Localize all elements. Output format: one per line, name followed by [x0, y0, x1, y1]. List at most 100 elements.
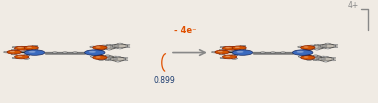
- Circle shape: [14, 49, 20, 51]
- Circle shape: [317, 57, 318, 58]
- Circle shape: [4, 51, 10, 53]
- Circle shape: [7, 50, 21, 54]
- Circle shape: [93, 50, 102, 52]
- Circle shape: [260, 52, 265, 53]
- Circle shape: [99, 49, 102, 50]
- Circle shape: [91, 46, 93, 47]
- Circle shape: [106, 55, 108, 56]
- Circle shape: [17, 56, 22, 57]
- Circle shape: [101, 45, 107, 47]
- Circle shape: [32, 45, 38, 47]
- Polygon shape: [320, 44, 336, 48]
- Circle shape: [308, 45, 314, 47]
- Circle shape: [123, 57, 128, 59]
- Circle shape: [110, 47, 115, 48]
- Circle shape: [116, 61, 120, 62]
- Circle shape: [32, 49, 38, 50]
- Circle shape: [293, 50, 313, 55]
- Circle shape: [93, 53, 102, 56]
- Circle shape: [118, 48, 122, 49]
- Circle shape: [316, 60, 321, 61]
- Circle shape: [113, 58, 118, 60]
- Circle shape: [331, 60, 336, 61]
- Circle shape: [108, 60, 113, 61]
- Circle shape: [307, 49, 310, 50]
- Circle shape: [28, 51, 36, 53]
- Circle shape: [236, 51, 243, 53]
- Circle shape: [102, 45, 104, 46]
- Circle shape: [313, 55, 318, 56]
- Circle shape: [73, 52, 78, 53]
- Circle shape: [322, 56, 324, 57]
- Circle shape: [322, 45, 327, 47]
- Circle shape: [225, 47, 230, 48]
- Circle shape: [125, 47, 130, 48]
- Polygon shape: [100, 56, 115, 60]
- Circle shape: [298, 56, 304, 57]
- Circle shape: [318, 47, 322, 48]
- Circle shape: [95, 50, 98, 51]
- Circle shape: [108, 44, 109, 45]
- Circle shape: [316, 44, 317, 45]
- Circle shape: [301, 46, 315, 49]
- Circle shape: [322, 48, 327, 49]
- Circle shape: [297, 51, 304, 53]
- Circle shape: [108, 49, 109, 50]
- Circle shape: [261, 52, 263, 53]
- Circle shape: [96, 46, 101, 48]
- Circle shape: [52, 52, 57, 53]
- Circle shape: [231, 58, 237, 59]
- Circle shape: [14, 46, 29, 50]
- Circle shape: [111, 44, 113, 45]
- Circle shape: [306, 59, 312, 60]
- Circle shape: [64, 52, 65, 53]
- Circle shape: [123, 60, 128, 61]
- Polygon shape: [309, 45, 325, 49]
- Circle shape: [232, 49, 235, 50]
- Circle shape: [324, 56, 328, 57]
- Circle shape: [318, 44, 322, 46]
- Circle shape: [219, 53, 225, 55]
- Circle shape: [325, 43, 330, 44]
- Circle shape: [119, 43, 120, 44]
- Circle shape: [11, 49, 17, 51]
- Circle shape: [306, 49, 312, 50]
- Circle shape: [98, 49, 104, 50]
- Circle shape: [115, 48, 119, 49]
- Circle shape: [314, 49, 319, 50]
- Circle shape: [222, 55, 237, 59]
- Circle shape: [316, 49, 317, 50]
- Text: - 4e⁻: - 4e⁻: [174, 26, 197, 35]
- Circle shape: [301, 50, 310, 52]
- Circle shape: [324, 56, 326, 57]
- Circle shape: [241, 49, 243, 50]
- Circle shape: [310, 45, 312, 46]
- Circle shape: [99, 56, 100, 57]
- Circle shape: [105, 60, 110, 61]
- Circle shape: [125, 44, 130, 46]
- Circle shape: [307, 48, 312, 49]
- Circle shape: [270, 52, 276, 53]
- Circle shape: [221, 57, 223, 58]
- Circle shape: [327, 43, 328, 44]
- Circle shape: [331, 57, 336, 59]
- Circle shape: [313, 56, 315, 57]
- Circle shape: [219, 49, 225, 51]
- Circle shape: [99, 59, 102, 60]
- Circle shape: [235, 47, 240, 48]
- Circle shape: [113, 56, 118, 57]
- Circle shape: [305, 56, 310, 57]
- Circle shape: [313, 60, 318, 61]
- Circle shape: [98, 59, 104, 60]
- Polygon shape: [110, 57, 125, 61]
- Circle shape: [99, 45, 104, 47]
- Circle shape: [99, 48, 104, 49]
- Circle shape: [301, 56, 315, 59]
- Circle shape: [11, 53, 17, 55]
- Circle shape: [62, 52, 68, 53]
- Circle shape: [304, 56, 308, 58]
- Circle shape: [89, 51, 96, 53]
- Circle shape: [22, 47, 24, 48]
- Circle shape: [25, 49, 27, 50]
- Circle shape: [10, 51, 15, 52]
